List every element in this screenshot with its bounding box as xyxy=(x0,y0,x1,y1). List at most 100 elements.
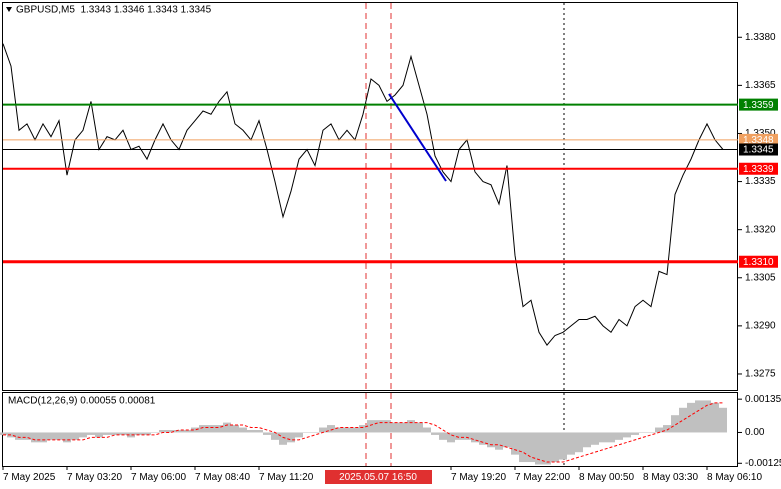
macd-bar xyxy=(399,422,407,433)
macd-title: MACD(12,26,9) 0.00055 0.00081 xyxy=(8,396,156,407)
macd-bar xyxy=(503,432,511,448)
macd-bar xyxy=(543,432,551,465)
macd-bar xyxy=(239,427,247,433)
macd-bar xyxy=(263,432,271,435)
macd-bar xyxy=(679,407,687,433)
macd-bar xyxy=(47,432,55,440)
macd-bar xyxy=(287,432,295,443)
y-tick-label: 0.00 xyxy=(745,427,765,438)
trend-line xyxy=(388,93,447,182)
macd-bar xyxy=(623,432,631,438)
macd-bar xyxy=(55,432,63,440)
macd-bar xyxy=(231,425,239,433)
macd-bar xyxy=(303,432,311,433)
macd-bar xyxy=(415,422,423,433)
y-tick-label: 1.3305 xyxy=(745,272,776,283)
macd-bar xyxy=(359,425,367,433)
macd-bar xyxy=(559,432,567,460)
macd-bar xyxy=(439,432,447,440)
macd-bar xyxy=(311,432,319,433)
macd-bar xyxy=(447,432,455,443)
macd-bar xyxy=(671,415,679,433)
macd-bar xyxy=(143,432,151,435)
macd-bar xyxy=(327,425,335,433)
x-tick-label: 7 May 2025 xyxy=(3,472,56,483)
macd-panel xyxy=(2,392,738,467)
macd-bar xyxy=(247,429,255,433)
level-label: 1.3310 xyxy=(743,257,774,268)
macd-bar xyxy=(527,432,535,463)
macd-bar xyxy=(39,432,47,443)
macd-bar xyxy=(191,427,199,433)
macd-bar xyxy=(151,432,159,433)
macd-bar xyxy=(599,432,607,443)
macd-bar xyxy=(607,432,615,443)
macd-bar xyxy=(71,432,79,440)
level-label: 1.3339 xyxy=(743,164,774,175)
macd-bar xyxy=(487,432,495,448)
macd-bar xyxy=(15,432,23,440)
macd-bar xyxy=(119,432,127,435)
crosshair-label: 2025.05.07 16:50 xyxy=(339,472,417,483)
level-label-bg xyxy=(739,255,778,268)
level-label-bg xyxy=(739,162,778,175)
plot-layer xyxy=(0,43,738,465)
macd-bar xyxy=(367,420,375,433)
macd-bar xyxy=(31,432,39,443)
macd-bar xyxy=(183,429,191,433)
macd-bar xyxy=(79,432,87,438)
macd-bar xyxy=(175,429,183,433)
level-label-bg xyxy=(739,98,778,111)
x-tick-label: 8 May 00:50 xyxy=(579,472,634,483)
level-label: 1.3345 xyxy=(743,145,774,156)
macd-bar xyxy=(407,420,415,433)
signal-line xyxy=(3,402,723,463)
symbol-icon xyxy=(6,7,12,12)
y-tick-label: 1.3365 xyxy=(745,80,776,91)
macd-bar xyxy=(431,432,439,435)
macd-bar xyxy=(375,420,383,433)
y-tick-label: 1.3350 xyxy=(745,128,776,139)
macd-bar xyxy=(63,432,71,443)
y-tick-label: 1.3380 xyxy=(745,32,776,43)
macd-bar xyxy=(495,432,503,450)
macd-bar xyxy=(695,400,703,433)
chart-title: GBPUSD,M5 1.3343 1.3346 1.3343 1.3345 xyxy=(16,5,212,16)
macd-bar xyxy=(535,432,543,465)
x-tick-label: 7 May 03:20 xyxy=(67,472,122,483)
macd-bar xyxy=(87,432,95,435)
x-tick-label: 7 May 22:00 xyxy=(515,472,570,483)
macd-bar xyxy=(719,407,727,433)
macd-bar xyxy=(223,422,231,433)
price-line xyxy=(2,43,724,346)
macd-bar xyxy=(639,432,647,433)
macd-bar xyxy=(463,432,471,440)
macd-bar xyxy=(687,402,695,433)
macd-bar xyxy=(255,429,263,433)
macd-bar xyxy=(591,432,599,445)
macd-bar xyxy=(711,402,719,433)
x-tick-label: 7 May 19:20 xyxy=(451,472,506,483)
macd-bar xyxy=(95,432,103,438)
macd-bar xyxy=(23,432,31,440)
level-label: 1.3359 xyxy=(743,100,774,111)
macd-bar xyxy=(207,425,215,433)
macd-bar xyxy=(271,432,279,440)
x-tick-label: 7 May 06:00 xyxy=(131,472,186,483)
macd-bar xyxy=(103,432,111,435)
macd-bar xyxy=(335,427,343,433)
macd-bar xyxy=(455,432,463,440)
y-tick-label: 0.00135 xyxy=(745,394,781,405)
macd-bar xyxy=(111,432,119,435)
macd-bar xyxy=(0,432,7,435)
macd-bar xyxy=(383,420,391,433)
macd-bar xyxy=(215,425,223,433)
x-tick-label: 7 May 11:20 xyxy=(259,472,314,483)
macd-bar xyxy=(167,429,175,433)
macd-bar xyxy=(135,432,143,435)
macd-bar xyxy=(319,427,327,433)
macd-bar xyxy=(199,425,207,433)
price-panel xyxy=(2,2,738,391)
x-tick-label: 8 May 06:10 xyxy=(707,472,762,483)
